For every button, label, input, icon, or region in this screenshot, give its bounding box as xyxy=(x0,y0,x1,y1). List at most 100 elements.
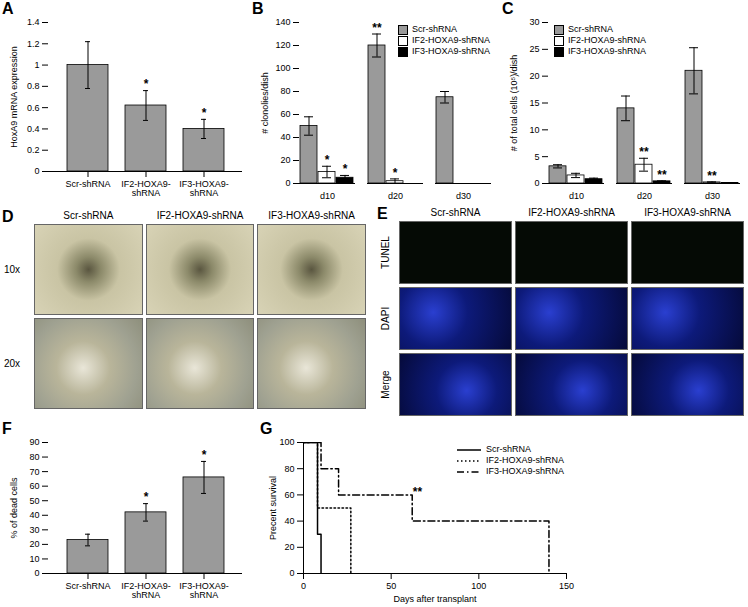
html-text:TUNEL: TUNEL xyxy=(379,235,391,269)
html-text:IF3-HOXA9-shRNA: IF3-HOXA9-shRNA xyxy=(412,46,490,56)
svg-text:40: 40 xyxy=(29,510,39,520)
svg-text:100: 100 xyxy=(275,63,290,73)
svg-text:*: * xyxy=(202,448,207,462)
svg-text:0.6: 0.6 xyxy=(27,103,40,113)
svg-text:**: ** xyxy=(372,21,382,35)
svg-text:30: 30 xyxy=(529,17,539,27)
svg-text:*: * xyxy=(202,106,207,120)
svg-text:0.4: 0.4 xyxy=(27,124,40,134)
html-text:IF2-HOXA9-shRNA: IF2-HOXA9-shRNA xyxy=(486,455,564,465)
svg-text:25: 25 xyxy=(529,44,539,54)
svg-text:Scr-shRNA: Scr-shRNA xyxy=(65,179,110,189)
svg-text:100: 100 xyxy=(279,437,294,447)
svg-text:10: 10 xyxy=(29,554,39,564)
svg-text:50: 50 xyxy=(386,581,396,591)
svg-text:120: 120 xyxy=(275,40,290,50)
html-text:IF2-HOXA9-shRNA: IF2-HOXA9-shRNA xyxy=(528,207,615,218)
svg-text:10: 10 xyxy=(529,125,539,135)
html-text:Scr-shRNA: Scr-shRNA xyxy=(430,207,481,218)
html-text:E: E xyxy=(377,205,388,222)
svg-text:IF2-HOXA9-shRNA: IF2-HOXA9-shRNA xyxy=(121,581,171,600)
html-text:IF2-HOXA9-shRNA: IF2-HOXA9-shRNA xyxy=(412,35,490,45)
svg-text:0: 0 xyxy=(534,178,539,188)
html-text:G: G xyxy=(260,420,273,437)
html-text:A: A xyxy=(2,0,14,17)
svg-text:30: 30 xyxy=(29,525,39,535)
html-text:IF2-HOXA9-shRNA: IF2-HOXA9-shRNA xyxy=(156,210,244,221)
svg-text:100: 100 xyxy=(471,581,486,591)
html-text:C: C xyxy=(502,0,514,17)
svg-text:Precent survival: Precent survival xyxy=(268,476,278,540)
svg-text:d20: d20 xyxy=(388,191,403,201)
svg-text:**: ** xyxy=(639,145,649,159)
svg-text:% of dead cells: % of dead cells xyxy=(9,477,19,539)
svg-text:60: 60 xyxy=(284,490,294,500)
svg-text:20: 20 xyxy=(280,155,290,165)
svg-text:15: 15 xyxy=(529,98,539,108)
svg-text:**: ** xyxy=(657,168,667,182)
svg-text:20: 20 xyxy=(529,71,539,81)
html-text:10x: 10x xyxy=(4,263,21,275)
svg-text:IF3-HOXA9-shRNA: IF3-HOXA9-shRNA xyxy=(179,581,229,600)
svg-text:80: 80 xyxy=(284,464,294,474)
svg-text:d10: d10 xyxy=(569,191,584,201)
svg-text:1: 1 xyxy=(34,60,39,70)
html-text:20x: 20x xyxy=(4,357,21,369)
svg-text:80: 80 xyxy=(29,452,39,462)
svg-text:90: 90 xyxy=(29,437,39,447)
svg-text:1.4: 1.4 xyxy=(27,17,40,27)
svg-text:# of total cells (10⁵)/dish: # of total cells (10⁵)/dish xyxy=(509,55,519,151)
svg-text:*: * xyxy=(343,162,348,176)
svg-text:d30: d30 xyxy=(705,191,720,201)
svg-text:40: 40 xyxy=(284,516,294,526)
svg-text:Scr-shRNA: Scr-shRNA xyxy=(65,581,110,591)
svg-text:Days after transplant: Days after transplant xyxy=(393,594,477,604)
html-text:Scr-shRNA: Scr-shRNA xyxy=(412,24,457,34)
html-text:IF3-HOXA9-shRNA: IF3-HOXA9-shRNA xyxy=(644,207,731,218)
svg-text:**: ** xyxy=(707,169,717,183)
svg-text:0.8: 0.8 xyxy=(27,81,40,91)
html-text:IF3-HOXA9-shRNA: IF3-HOXA9-shRNA xyxy=(568,46,646,56)
svg-text:0: 0 xyxy=(289,568,294,578)
html-text:F: F xyxy=(2,420,12,437)
svg-text:20: 20 xyxy=(284,542,294,552)
svg-text:0: 0 xyxy=(285,178,290,188)
svg-text:*: * xyxy=(144,490,149,504)
svg-text:140: 140 xyxy=(275,17,290,27)
svg-text:*: * xyxy=(393,166,398,180)
svg-text:d20: d20 xyxy=(637,191,652,201)
svg-text:70: 70 xyxy=(29,466,39,476)
svg-text:d30: d30 xyxy=(456,191,471,201)
svg-text:d10: d10 xyxy=(320,191,335,201)
svg-text:IF3-HOXA9-shRNA: IF3-HOXA9-shRNA xyxy=(179,179,229,198)
html-text:Scr-shRNA: Scr-shRNA xyxy=(63,210,114,221)
svg-text:HoxA9 mRNA expression: HoxA9 mRNA expression xyxy=(9,46,19,148)
svg-text:0: 0 xyxy=(301,581,306,591)
svg-text:0.2: 0.2 xyxy=(27,145,40,155)
html-text:B: B xyxy=(252,0,264,17)
svg-text:0: 0 xyxy=(34,568,39,578)
html-text:IF3-HOXA9-shRNA: IF3-HOXA9-shRNA xyxy=(486,466,564,476)
html-text:Scr-shRNA: Scr-shRNA xyxy=(486,444,531,454)
svg-text:0: 0 xyxy=(34,166,39,176)
html-text:DAPI: DAPI xyxy=(379,306,391,330)
html-text:Scr-shRNA: Scr-shRNA xyxy=(568,24,613,34)
svg-text:IF2-HOXA9-shRNA: IF2-HOXA9-shRNA xyxy=(121,179,171,198)
svg-text:60: 60 xyxy=(29,481,39,491)
html-text:IF2-HOXA9-shRNA: IF2-HOXA9-shRNA xyxy=(568,35,646,45)
svg-text:150: 150 xyxy=(559,581,574,591)
svg-text:80: 80 xyxy=(280,86,290,96)
svg-text:1.2: 1.2 xyxy=(27,39,40,49)
html-text:IF3-HOXA9-shRNA: IF3-HOXA9-shRNA xyxy=(268,210,355,221)
svg-text:60: 60 xyxy=(280,109,290,119)
svg-text:*: * xyxy=(144,77,149,91)
svg-text:**: ** xyxy=(413,485,423,499)
svg-text:50: 50 xyxy=(29,496,39,506)
html-text:D: D xyxy=(2,208,14,225)
svg-text:*: * xyxy=(325,153,330,167)
svg-text:20: 20 xyxy=(29,539,39,549)
svg-text:# clonolies/dish: # clonolies/dish xyxy=(260,72,270,134)
svg-text:5: 5 xyxy=(534,152,539,162)
svg-text:40: 40 xyxy=(280,132,290,142)
html-text:Merge: Merge xyxy=(379,369,391,399)
